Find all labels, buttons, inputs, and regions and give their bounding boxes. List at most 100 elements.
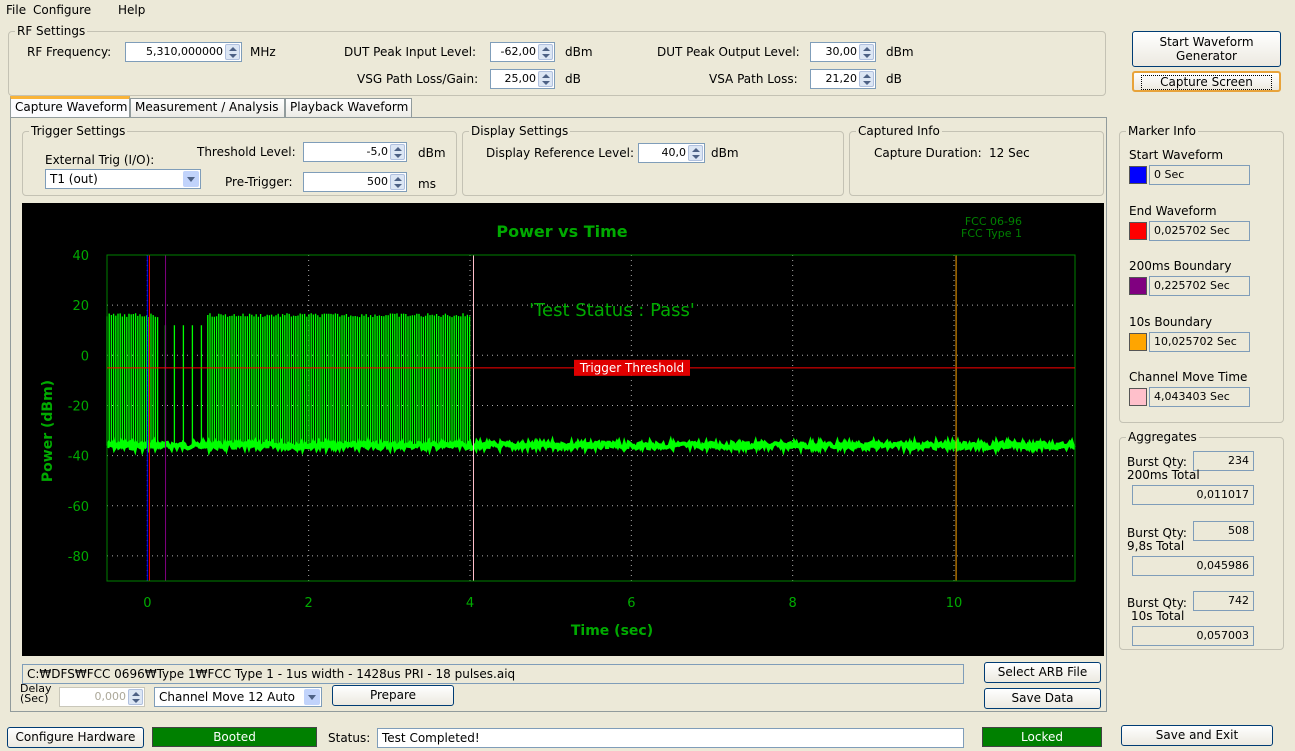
spin-buttons-icon[interactable] xyxy=(390,144,405,160)
captured-info-group: Captured Info xyxy=(849,124,1104,196)
threshold-level-label: Threshold Level: xyxy=(197,145,296,159)
captured-info-label: Captured Info xyxy=(856,124,942,138)
capture-screen-button[interactable]: Capture Screen xyxy=(1132,71,1281,92)
spin-buttons-icon[interactable] xyxy=(538,44,553,60)
chevron-down-icon[interactable] xyxy=(183,171,199,187)
pre-trigger-label: Pre-Trigger: xyxy=(225,175,293,189)
capture-screen-label: Capture Screen xyxy=(1141,75,1272,90)
tab-playback-waveform[interactable]: Playback Waveform xyxy=(285,98,412,117)
burst-qty-3-value: 742 xyxy=(1193,591,1254,611)
rf-settings-label: RF Settings xyxy=(15,24,88,38)
rf-settings-group: RF Settings xyxy=(8,24,1106,96)
menu-configure[interactable]: Configure xyxy=(33,3,92,17)
dut-peak-input-input[interactable]: -62,00 xyxy=(490,42,555,62)
select-arb-file-button[interactable]: Select ARB File xyxy=(984,662,1101,683)
rf-frequency-input[interactable]: 5,310,000000 xyxy=(125,42,242,62)
y-tick-label: -20 xyxy=(68,399,89,414)
delay-input: 0,000 xyxy=(59,687,145,707)
burst-qty-1-label: Burst Qty: xyxy=(1127,455,1187,469)
spin-buttons-icon[interactable] xyxy=(390,174,405,190)
status-label: Status: xyxy=(328,731,371,745)
marker-label: End Waveform xyxy=(1129,204,1217,218)
y-tick-label: -80 xyxy=(68,550,89,565)
dut-peak-output-unit: dBm xyxy=(886,45,914,59)
marker-color-swatch xyxy=(1129,166,1147,184)
pre-trigger-value: 500 xyxy=(367,175,388,188)
channel-move-value: Channel Move 12 Auto xyxy=(159,690,296,704)
vsa-path-loss-unit: dB xyxy=(886,72,902,86)
pre-trigger-unit: ms xyxy=(418,177,436,191)
power-vs-time-svg: Trigger Threshold Power vs Time FCC 06-9… xyxy=(40,215,1076,639)
marker-label: 200ms Boundary xyxy=(1129,259,1232,273)
spin-buttons-icon[interactable] xyxy=(859,44,874,60)
total-3-value: 0,057003 xyxy=(1132,626,1254,646)
channel-move-select[interactable]: Channel Move 12 Auto xyxy=(154,687,322,707)
chart-corner-text-1: FCC 06-96 xyxy=(965,215,1022,228)
dut-peak-output-label: DUT Peak Output Level: xyxy=(657,45,800,59)
x-tick-label: 10 xyxy=(946,596,963,611)
threshold-level-value: -5,0 xyxy=(366,145,388,158)
noise-floor-trace xyxy=(106,435,1076,457)
vsg-path-loss-unit: dB xyxy=(565,72,581,86)
marker-value: 4,043403 Sec xyxy=(1149,387,1250,407)
pre-trigger-input[interactable]: 500 xyxy=(303,172,407,192)
external-trig-label: External Trig (I/O): xyxy=(45,153,155,167)
vsa-path-loss-label: VSA Path Loss: xyxy=(709,72,798,86)
marker-label: Start Waveform xyxy=(1129,148,1224,162)
display-reference-level-label: Display Reference Level: xyxy=(486,146,635,160)
total-3-label: 10s Total xyxy=(1131,609,1185,623)
aggregates-group: Aggregates xyxy=(1119,430,1284,650)
chart-title: Power vs Time xyxy=(496,222,627,241)
marker-label: 10s Boundary xyxy=(1129,315,1213,329)
marker-value: 0,225702 Sec xyxy=(1149,276,1250,296)
menu-help[interactable]: Help xyxy=(118,3,146,17)
prepare-button[interactable]: Prepare xyxy=(332,685,454,706)
y-tick-label: 20 xyxy=(72,299,89,314)
x-tick-label: 8 xyxy=(789,596,797,611)
external-trig-select[interactable]: T1 (out) xyxy=(45,169,201,189)
spin-buttons-icon[interactable] xyxy=(225,44,240,60)
plot-frame xyxy=(106,254,1076,582)
x-tick-label: 0 xyxy=(143,596,151,611)
trigger-settings-group: Trigger Settings xyxy=(22,124,457,196)
y-tick-label: -60 xyxy=(68,500,89,515)
start-waveform-generator-button[interactable]: Start Waveform Generator xyxy=(1132,31,1281,67)
spin-buttons-icon xyxy=(128,689,143,705)
rf-frequency-label: RF Frequency: xyxy=(27,45,112,59)
arb-file-path: C:₩DFS₩FCC 0696₩Type 1₩FCC Type 1 - 1us … xyxy=(22,664,964,684)
x-axis-label: Time (sec) xyxy=(571,623,653,639)
dut-peak-output-input[interactable]: 30,00 xyxy=(810,42,876,62)
total-2-value: 0,045986 xyxy=(1132,556,1254,576)
save-data-button[interactable]: Save Data xyxy=(984,688,1101,709)
total-1-label: 200ms Total xyxy=(1127,468,1200,482)
threshold-level-input[interactable]: -5,0 xyxy=(303,142,407,162)
vsa-path-loss-input[interactable]: 21,20 xyxy=(810,69,876,89)
rf-frequency-value: 5,310,000000 xyxy=(146,45,223,58)
marker-value: 0 Sec xyxy=(1149,165,1250,185)
tab-measurement-analysis[interactable]: Measurement / Analysis xyxy=(130,98,285,117)
delay-label: Delay (Sec) xyxy=(20,682,52,705)
spin-buttons-icon[interactable] xyxy=(859,71,874,87)
test-status-text: 'Test Status : Pass' xyxy=(529,300,695,321)
marker-info-label: Marker Info xyxy=(1126,124,1199,138)
spin-buttons-icon[interactable] xyxy=(538,71,553,87)
display-reference-level-input[interactable]: 40,0 xyxy=(638,143,705,163)
tab-capture-waveform[interactable]: Capture Waveform xyxy=(10,96,130,117)
chevron-down-icon[interactable] xyxy=(304,689,320,705)
burst-qty-1-value: 234 xyxy=(1193,451,1254,471)
save-and-exit-button[interactable]: Save and Exit xyxy=(1121,725,1273,746)
capture-duration-label: Capture Duration: xyxy=(874,146,982,160)
marker-value: 10,025702 Sec xyxy=(1149,332,1250,352)
chart-corner-text-2: FCC Type 1 xyxy=(961,227,1022,240)
capture-duration-value: 12 Sec xyxy=(989,146,1030,160)
marker-color-swatch xyxy=(1129,277,1147,295)
menu-file[interactable]: File xyxy=(6,3,27,17)
burst-qty-2-label: Burst Qty: xyxy=(1127,526,1187,540)
x-tick-label: 2 xyxy=(305,596,313,611)
spin-buttons-icon[interactable] xyxy=(688,145,703,161)
trigger-settings-label: Trigger Settings xyxy=(29,124,128,138)
configure-hardware-button[interactable]: Configure Hardware xyxy=(7,727,144,748)
aggregates-label: Aggregates xyxy=(1126,430,1199,444)
dut-peak-output-value: 30,00 xyxy=(825,45,858,58)
vsg-path-loss-input[interactable]: 25,00 xyxy=(490,69,555,89)
